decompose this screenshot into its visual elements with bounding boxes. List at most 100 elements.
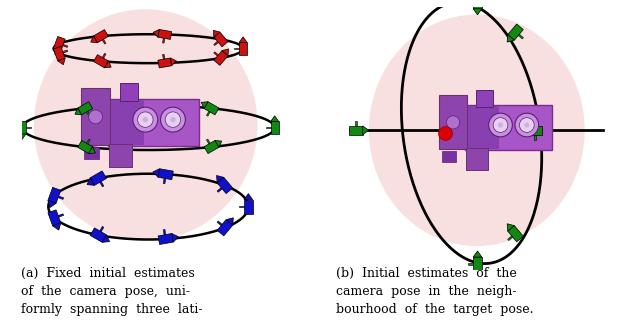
Ellipse shape bbox=[369, 14, 585, 246]
Polygon shape bbox=[215, 140, 222, 147]
FancyBboxPatch shape bbox=[81, 89, 110, 145]
Polygon shape bbox=[214, 51, 228, 65]
Circle shape bbox=[143, 117, 148, 122]
Polygon shape bbox=[522, 126, 528, 135]
Polygon shape bbox=[355, 121, 356, 126]
Polygon shape bbox=[18, 121, 26, 134]
Circle shape bbox=[498, 122, 503, 128]
Polygon shape bbox=[90, 228, 106, 242]
Polygon shape bbox=[507, 224, 515, 231]
Circle shape bbox=[493, 118, 508, 132]
Polygon shape bbox=[77, 102, 93, 115]
FancyBboxPatch shape bbox=[442, 151, 456, 162]
Polygon shape bbox=[349, 126, 363, 135]
Polygon shape bbox=[48, 187, 61, 203]
Polygon shape bbox=[102, 39, 106, 44]
Circle shape bbox=[520, 118, 534, 132]
Polygon shape bbox=[86, 139, 90, 144]
Polygon shape bbox=[63, 44, 68, 47]
Polygon shape bbox=[204, 102, 219, 115]
Polygon shape bbox=[170, 58, 177, 66]
Circle shape bbox=[524, 122, 529, 128]
Polygon shape bbox=[75, 108, 82, 115]
Polygon shape bbox=[63, 50, 68, 53]
Polygon shape bbox=[482, 1, 487, 3]
Circle shape bbox=[515, 113, 539, 137]
Polygon shape bbox=[217, 220, 233, 236]
Polygon shape bbox=[534, 135, 536, 140]
Polygon shape bbox=[216, 175, 224, 183]
Polygon shape bbox=[473, 9, 482, 15]
Polygon shape bbox=[244, 200, 253, 214]
Point bbox=[440, 130, 451, 136]
Polygon shape bbox=[58, 214, 63, 217]
FancyBboxPatch shape bbox=[476, 90, 493, 107]
Polygon shape bbox=[86, 111, 90, 116]
Polygon shape bbox=[48, 200, 56, 208]
Polygon shape bbox=[468, 263, 473, 265]
Polygon shape bbox=[163, 38, 165, 43]
Polygon shape bbox=[239, 42, 247, 55]
Text: (a)  Fixed  initial  estimates
of  the  camera  pose,  uni-
formly  spanning  th: (a) Fixed initial estimates of the camer… bbox=[21, 266, 203, 316]
FancyBboxPatch shape bbox=[439, 95, 467, 149]
FancyBboxPatch shape bbox=[108, 99, 199, 146]
Polygon shape bbox=[214, 41, 218, 46]
FancyBboxPatch shape bbox=[84, 147, 99, 159]
Polygon shape bbox=[214, 32, 228, 47]
Polygon shape bbox=[473, 251, 482, 257]
Polygon shape bbox=[473, 0, 482, 9]
Polygon shape bbox=[473, 257, 482, 271]
Polygon shape bbox=[102, 235, 109, 242]
Polygon shape bbox=[153, 30, 159, 37]
Polygon shape bbox=[163, 178, 166, 184]
Polygon shape bbox=[53, 48, 61, 55]
FancyBboxPatch shape bbox=[109, 144, 132, 167]
Polygon shape bbox=[87, 178, 95, 185]
Polygon shape bbox=[204, 140, 219, 154]
Circle shape bbox=[138, 112, 153, 127]
Ellipse shape bbox=[34, 9, 257, 241]
Polygon shape bbox=[207, 139, 210, 144]
Polygon shape bbox=[508, 24, 524, 40]
Polygon shape bbox=[172, 234, 179, 242]
Polygon shape bbox=[244, 193, 253, 200]
Polygon shape bbox=[271, 116, 278, 121]
Circle shape bbox=[161, 107, 186, 132]
Polygon shape bbox=[26, 127, 31, 128]
Polygon shape bbox=[58, 196, 63, 199]
FancyBboxPatch shape bbox=[120, 83, 138, 101]
FancyBboxPatch shape bbox=[109, 100, 143, 145]
Polygon shape bbox=[52, 223, 61, 230]
Circle shape bbox=[89, 110, 102, 124]
Polygon shape bbox=[53, 37, 65, 51]
Polygon shape bbox=[234, 48, 239, 49]
Polygon shape bbox=[213, 30, 220, 37]
Circle shape bbox=[170, 117, 176, 122]
Polygon shape bbox=[163, 54, 165, 59]
Polygon shape bbox=[100, 182, 104, 187]
Text: (b)  Initial  estimates  of  the
camera  pose  in  the  neigh-
bourhood  of  the: (b) Initial estimates of the camera pose… bbox=[336, 266, 533, 316]
Polygon shape bbox=[91, 36, 97, 43]
Circle shape bbox=[133, 107, 157, 132]
Polygon shape bbox=[528, 126, 541, 135]
Polygon shape bbox=[158, 169, 173, 180]
Polygon shape bbox=[100, 226, 104, 232]
Circle shape bbox=[447, 116, 460, 129]
Polygon shape bbox=[77, 140, 93, 154]
Polygon shape bbox=[222, 49, 228, 56]
Polygon shape bbox=[239, 206, 244, 208]
Polygon shape bbox=[217, 221, 222, 226]
Polygon shape bbox=[271, 121, 278, 134]
Polygon shape bbox=[48, 210, 61, 226]
FancyBboxPatch shape bbox=[466, 106, 499, 149]
Polygon shape bbox=[266, 127, 271, 128]
Polygon shape bbox=[508, 226, 524, 242]
Polygon shape bbox=[226, 218, 234, 225]
Polygon shape bbox=[158, 58, 172, 68]
Polygon shape bbox=[104, 61, 111, 68]
Polygon shape bbox=[18, 134, 26, 139]
Polygon shape bbox=[90, 171, 106, 185]
Circle shape bbox=[489, 113, 513, 137]
Polygon shape bbox=[102, 53, 106, 58]
Polygon shape bbox=[217, 177, 233, 193]
